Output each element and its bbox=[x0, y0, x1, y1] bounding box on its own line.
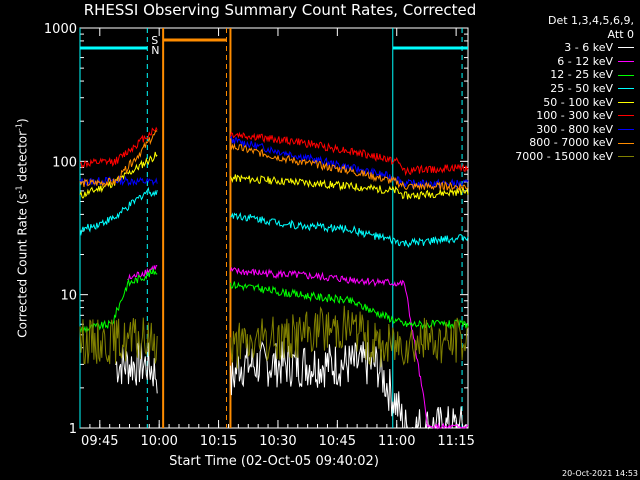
legend-swatch bbox=[618, 47, 634, 49]
legend-swatch bbox=[618, 142, 634, 144]
legend-swatch bbox=[618, 61, 634, 63]
series-line-1 bbox=[229, 266, 469, 430]
legend-label: 3 - 6 keV bbox=[564, 41, 613, 55]
chart-title: RHESSI Observing Summary Count Rates, Co… bbox=[83, 1, 477, 19]
y-tick-label: 1 bbox=[69, 422, 77, 437]
legend-item: 3 - 6 keV bbox=[515, 41, 634, 55]
legend-swatch bbox=[618, 115, 634, 117]
y-axis-label-tail: detector bbox=[15, 130, 30, 186]
series-line-4 bbox=[229, 174, 469, 200]
legend-header-line1: Det 1,3,4,5,6,9, bbox=[547, 14, 634, 27]
annotation-label: S bbox=[151, 34, 158, 47]
y-axis-label-text: Corrected Count Rate (s bbox=[15, 193, 30, 338]
legend-label: 300 - 800 keV bbox=[536, 122, 613, 136]
series-line-7 bbox=[79, 130, 158, 188]
legend-label: 25 - 50 keV bbox=[550, 81, 613, 95]
series-line-3 bbox=[79, 186, 158, 237]
y-tick-label: 100 bbox=[52, 155, 77, 170]
x-tick-label: 10:15 bbox=[200, 434, 237, 449]
series-line-1 bbox=[127, 264, 158, 281]
x-tick-label: 09:45 bbox=[81, 434, 118, 449]
legend: Det 1,3,4,5,6,9, Att 0 3 - 6 keV 6 - 12 k… bbox=[515, 14, 634, 164]
legend-swatch bbox=[618, 156, 634, 158]
x-tick-label: 11:00 bbox=[378, 434, 415, 449]
series-line-5 bbox=[229, 131, 469, 177]
x-tick-label: 10:00 bbox=[140, 434, 177, 449]
y-tick-label: 1000 bbox=[44, 22, 77, 37]
y-axis-label-sup: -1 bbox=[14, 185, 24, 194]
y-tick-label: 10 bbox=[60, 289, 77, 304]
series-line-6 bbox=[229, 135, 469, 190]
x-tick-label: 11:15 bbox=[437, 434, 474, 449]
legend-item: 25 - 50 keV bbox=[515, 82, 634, 96]
legend-label: 12 - 25 keV bbox=[550, 68, 613, 82]
x-tick-label: 10:30 bbox=[259, 434, 296, 449]
annotation-label: N bbox=[151, 44, 159, 57]
y-axis-label: Corrected Count Rate (s-1 detector-1) bbox=[15, 118, 30, 337]
series-line-3 bbox=[230, 211, 469, 248]
series-line-0 bbox=[229, 340, 468, 430]
legend-item: 7000 - 15000 keV bbox=[515, 150, 634, 164]
legend-swatch bbox=[618, 88, 634, 90]
plot-frame bbox=[79, 27, 469, 429]
legend-swatch bbox=[618, 101, 634, 103]
y-axis-label-tail-sup: -1 bbox=[14, 122, 24, 131]
legend-swatch bbox=[618, 74, 634, 76]
y-axis-label-close: ) bbox=[15, 118, 30, 123]
legend-swatch bbox=[618, 129, 634, 131]
series-line-2 bbox=[229, 281, 469, 330]
x-tick-label: 10:45 bbox=[319, 434, 356, 449]
timestamp: 20-Oct-2021 14:53 bbox=[562, 469, 638, 478]
legend-label: 50 - 100 keV bbox=[543, 95, 613, 109]
legend-label: 7000 - 15000 keV bbox=[515, 149, 613, 163]
legend-item: 800 - 7000 keV bbox=[515, 136, 634, 150]
series-line-5 bbox=[79, 126, 158, 169]
legend-label: 100 - 300 keV bbox=[536, 109, 613, 123]
legend-item: 6 - 12 keV bbox=[515, 55, 634, 69]
legend-item: 50 - 100 keV bbox=[515, 96, 634, 110]
legend-label: 6 - 12 keV bbox=[557, 54, 613, 68]
series-line-8 bbox=[79, 317, 158, 365]
legend-item: 12 - 25 keV bbox=[515, 68, 634, 82]
x-axis-label: Start Time (02-Oct-05 09:40:02) bbox=[169, 454, 379, 469]
legend-label: 800 - 7000 keV bbox=[529, 136, 613, 150]
legend-item: 300 - 800 keV bbox=[515, 123, 634, 137]
legend-item: 100 - 300 keV bbox=[515, 109, 634, 123]
series-line-7 bbox=[230, 142, 469, 192]
series-line-8 bbox=[229, 305, 469, 369]
legend-header-line2: Att 0 bbox=[607, 27, 634, 41]
